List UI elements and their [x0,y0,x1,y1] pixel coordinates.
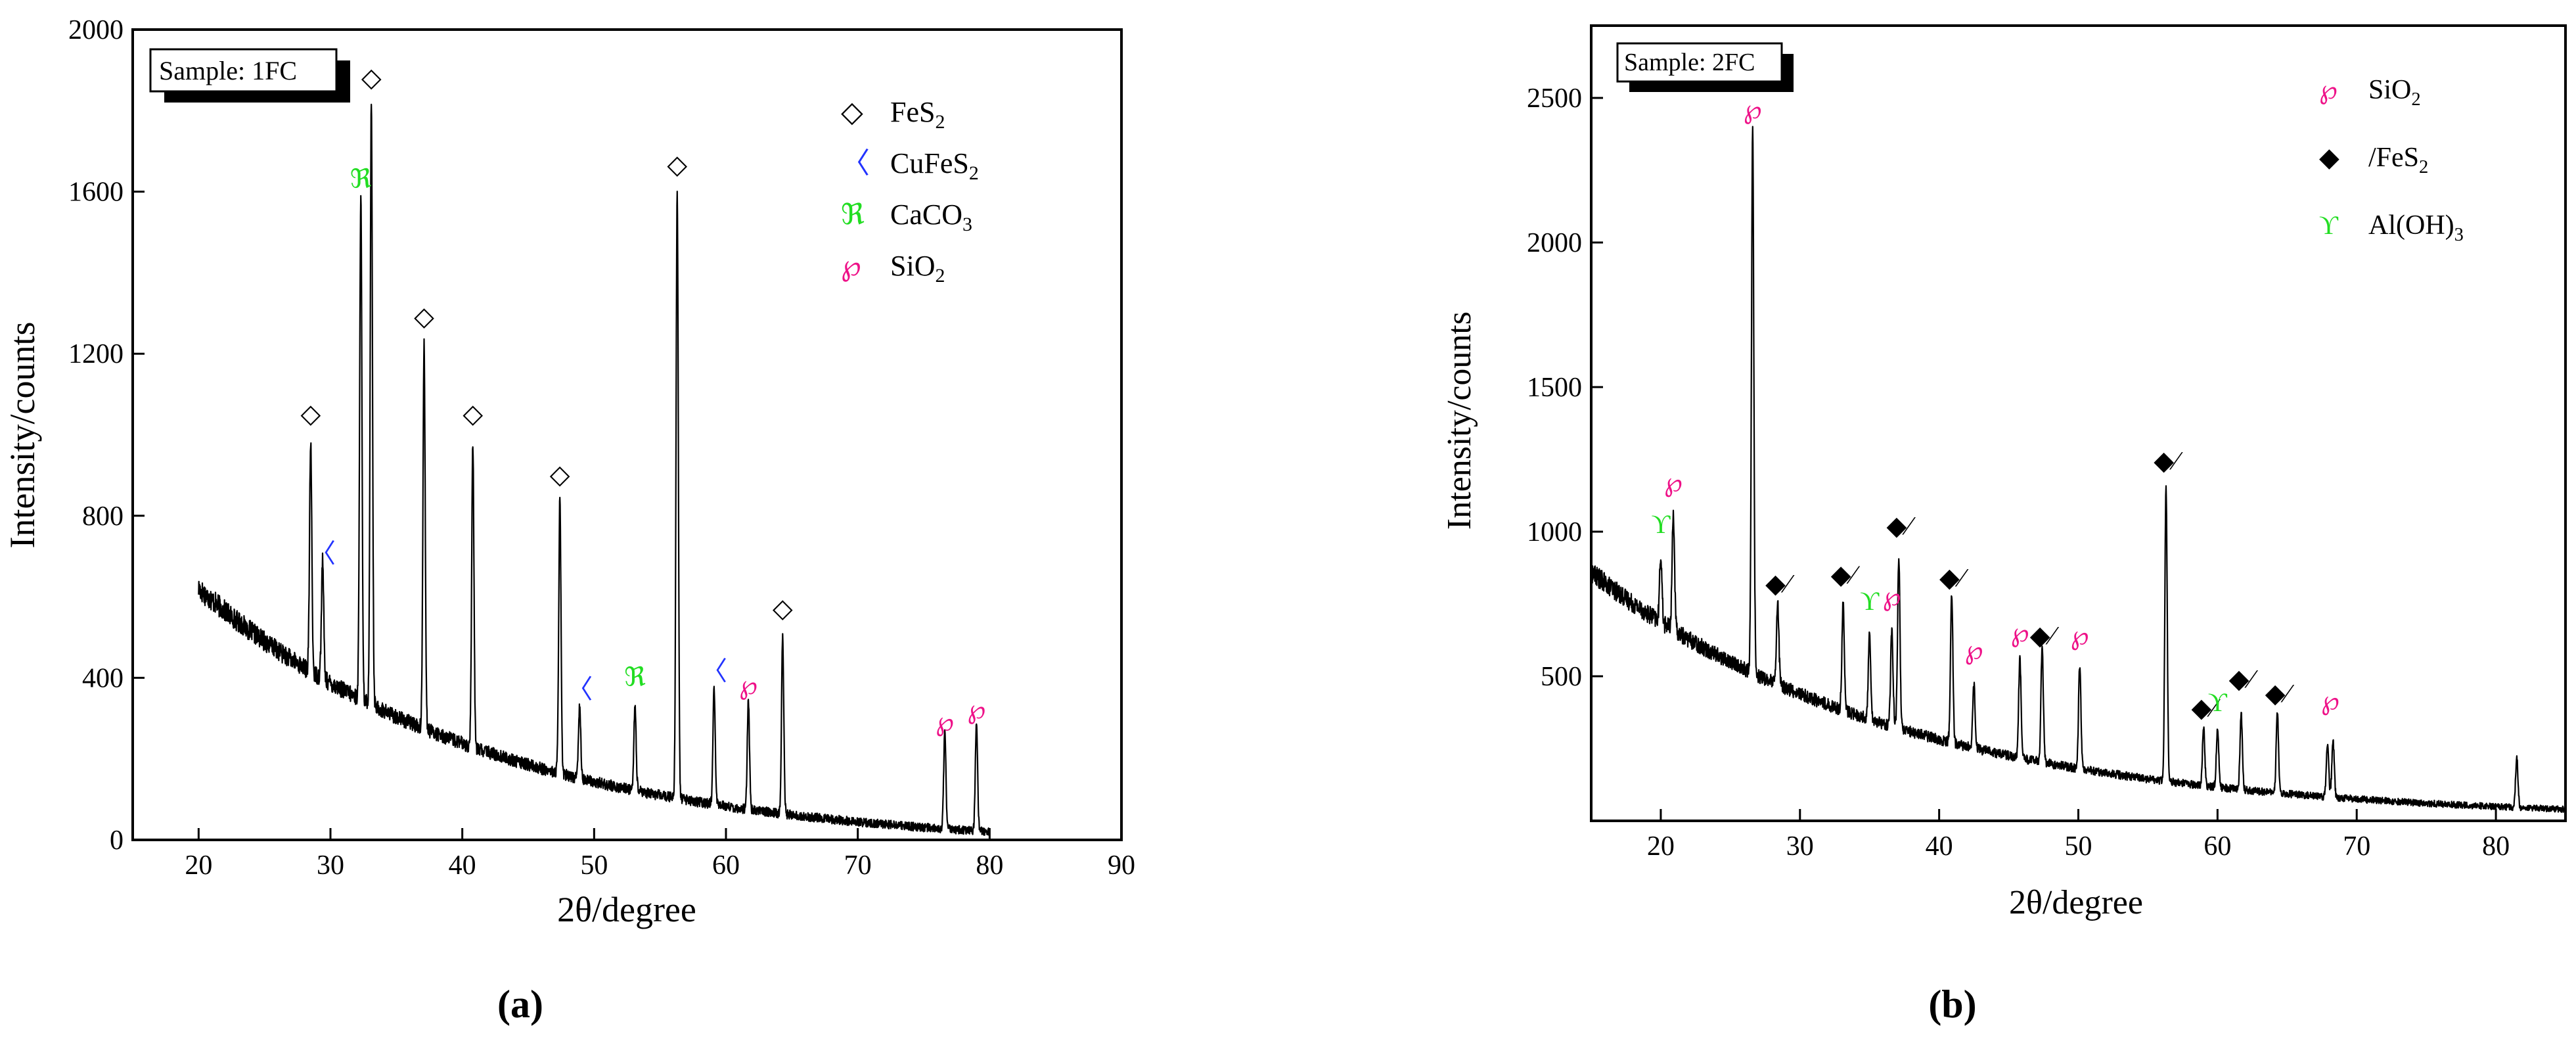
peak-marker: ◆⁄ [2154,446,2183,475]
legend-label: SiO2 [2368,75,2421,110]
y-tick-label: 400 [82,663,124,693]
y-tick-label: 1000 [1527,517,1582,547]
y-tick-label: 1500 [1527,373,1582,403]
axis-ticks: 20 30 40 50 60 70 80 90 0 400 800 1200 1600 2000 [68,15,1135,881]
legend-symbol: ℜ [841,198,865,231]
peak-marker: ◇ [773,593,793,623]
y-tick-label: 2500 [1527,83,1582,114]
peak-markers: ◇ 〈 ℜ ◇ ◇ ◇ ◇ 〈 ℜ ◇ 〈 ℘ ◇ ℘ ℘ [301,62,986,736]
x-tick-label: 60 [2203,831,2231,862]
x-tick-label: 40 [449,850,476,881]
plot-frame [131,28,1123,841]
peak-marker: ◆⁄ [1886,511,1916,540]
peak-marker: ϒ [2208,687,2228,717]
legend-symbol: 〈 [841,147,870,179]
x-tick-label: 20 [185,850,212,881]
peak-marker: ◇ [463,399,483,428]
legend-label: CaCO3 [890,198,972,235]
diffraction-trace [1590,126,2567,813]
panel-label: (b) [1928,983,1976,1026]
peak-marker: ◆⁄ [1765,568,1795,598]
peak-marker: ℜ [350,164,372,193]
peak-marker: ℜ [624,662,646,692]
legend-symbol: ◆ [2319,143,2339,172]
peak-marker: ◆⁄ [2191,693,2221,723]
sample-box: Sample: 1FC [149,48,350,103]
x-tick-label: 50 [2065,831,2092,862]
x-tick-label: 20 [1647,831,1675,862]
sample-label: Sample: 1FC [159,56,297,85]
legend-symbol: ◇ [841,96,863,128]
y-tick-label: 1200 [68,339,124,369]
peak-marker: ◇ [550,459,570,489]
y-tick-label: 500 [1541,662,1582,692]
peak-marker: ϒ [1651,509,1671,539]
peak-markers: ϒ℘℘◆⁄ ◆⁄ϒ ℘◆⁄◆⁄℘℘ ◆⁄ ℘◆⁄◆⁄ϒ◆⁄ ◆⁄ ℘ [1651,95,2339,723]
peak-marker: ℘ [967,695,985,724]
diffraction-trace [198,103,991,836]
peak-marker: ℘ [1883,582,1901,611]
y-axis-title: Intensity/counts [3,322,42,549]
peak-marker: 〈 [566,674,593,704]
x-tick-label: 90 [1108,850,1135,881]
x-tick-label: 80 [976,850,1003,881]
legend-label: /FeS2 [2368,143,2428,177]
y-tick-label: 2000 [1527,228,1582,258]
panel-label: (a) [497,983,543,1026]
x-tick-label: 30 [1786,831,1814,862]
x-tick-label: 70 [2343,831,2370,862]
y-tick-label: 800 [82,501,124,532]
y-tick-label: 1600 [68,177,124,208]
peak-marker: ◆⁄ [1831,560,1861,590]
legend-label: SiO2 [890,250,945,287]
peak-marker: 〈 [701,656,727,685]
x-tick-label: 50 [580,850,608,881]
peak-marker: ◆⁄ [1939,563,1969,593]
sample-box: Sample: 2FC [1616,42,1794,92]
peak-marker: ℘ [936,707,954,737]
legend-symbol: ℘ [2319,75,2338,104]
peak-marker: ◇ [667,150,687,179]
x-tick-label: 60 [712,850,740,881]
peak-marker: ◇ [301,399,321,428]
peak-marker: ℘ [2011,618,2029,647]
peak-marker: ℘ [2321,686,2339,716]
legend-label: CuFeS2 [890,147,979,184]
legend: ◇ FeS2 〈 CuFeS2 ℜ CaCO3 ℘ SiO2 [841,96,979,287]
peak-marker: ℘ [1664,467,1683,497]
legend-label: Al(OH)3 [2368,210,2464,245]
peak-marker: ℘ [739,670,757,700]
sample-label: Sample: 2FC [1624,49,1755,76]
peak-marker: ℘ [1744,95,1762,124]
x-tick-label: 40 [1926,831,1953,862]
legend: ℘ SiO2 ◆ /FeS2 ϒ Al(OH)3 [2319,75,2464,245]
legend-symbol: ϒ [2319,210,2339,240]
peak-marker: ℘ [1965,636,1983,665]
peak-marker: 〈 [309,539,336,568]
legend-symbol: ℘ [841,250,861,282]
x-tick-label: 80 [2482,831,2510,862]
peak-marker: ϒ [1860,586,1880,616]
peak-marker: ◆⁄ [2229,664,2259,694]
peak-marker: ◆⁄ [2030,621,2060,651]
peak-marker: ◆⁄ [2265,679,2295,708]
legend-label: FeS2 [890,96,945,133]
x-tick-label: 30 [317,850,344,881]
x-axis-title: 2θ/degree [557,890,696,929]
y-tick-label: 2000 [68,15,124,45]
y-tick-label: 0 [110,825,124,856]
axis-ticks: 20 30 40 50 60 70 80 500 1000 1500 2000 2500 [1527,83,2510,862]
x-tick-label: 70 [844,850,872,881]
peak-marker: ℘ [2071,621,2089,651]
x-axis-title: 2θ/degree [2009,884,2143,921]
peak-marker: ◇ [414,302,434,331]
y-axis-title: Intensity/counts [1441,312,1478,530]
peak-marker: ◇ [361,62,382,92]
